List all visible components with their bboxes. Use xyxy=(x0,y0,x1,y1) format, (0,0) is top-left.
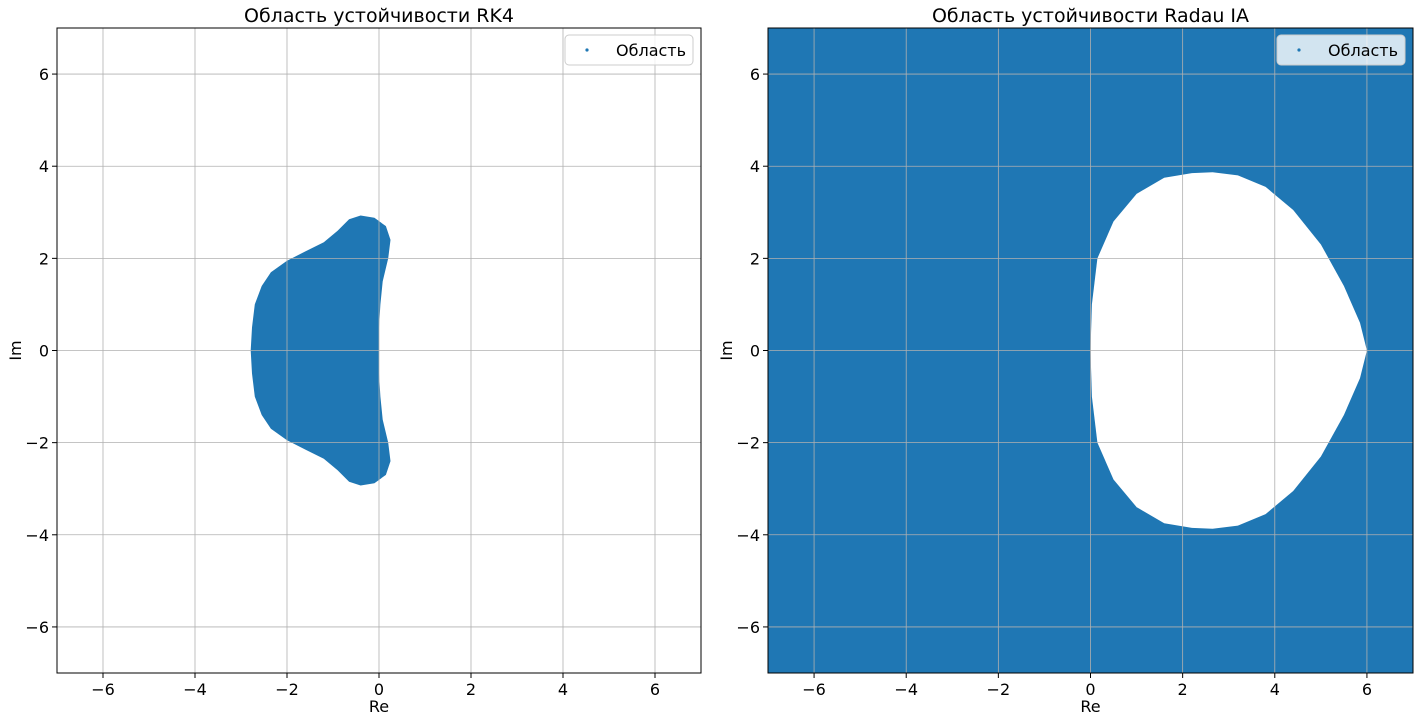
x-tick-label: 0 xyxy=(374,680,384,699)
x-tick-label: 2 xyxy=(1178,680,1188,699)
legend-marker xyxy=(585,48,589,52)
x-tick-label: 4 xyxy=(558,680,568,699)
y-tick-label: 0 xyxy=(750,342,760,361)
legend: Область xyxy=(1276,34,1406,66)
chart-rk4: −6 −4 −2 0 2 4 6 −6 −4 −2 0 2 4 6 Область устойчивости… xyxy=(6,5,702,716)
x-tick-label: −6 xyxy=(91,680,115,699)
y-tick-label: −2 xyxy=(25,434,49,453)
chart-radau-ia: −6 −4 −2 0 2 4 6 −6 −4 −2 0 2 4 6 Область устойчивости… xyxy=(717,5,1414,716)
x-axis-label: Re xyxy=(369,697,389,716)
x-tick-label: 4 xyxy=(1270,680,1280,699)
y-tick-label: 6 xyxy=(39,65,49,84)
legend-label: Область xyxy=(616,41,686,60)
y-tick-label: −6 xyxy=(25,618,49,637)
y-tick-label: 4 xyxy=(750,157,760,176)
y-tick-label: −4 xyxy=(25,526,49,545)
y-tick-label: 0 xyxy=(39,342,49,361)
x-tick-label: −6 xyxy=(802,680,826,699)
y-tick-label: −6 xyxy=(736,618,760,637)
y-axis-label: Im xyxy=(6,340,25,360)
legend-marker xyxy=(1297,48,1301,52)
legend: Область xyxy=(564,34,694,66)
y-tick-label: 2 xyxy=(39,249,49,268)
x-tick-label: 2 xyxy=(466,680,476,699)
chart-title: Область устойчивости RK4 xyxy=(244,5,514,27)
x-tick-label: −4 xyxy=(894,680,918,699)
chart-title: Область устойчивости Radau IA xyxy=(932,5,1249,27)
legend-label: Область xyxy=(1328,41,1398,60)
x-tick-label: −4 xyxy=(183,680,207,699)
y-axis-label: Im xyxy=(717,340,736,360)
y-tick-label: −4 xyxy=(736,526,760,545)
y-tick-label: −2 xyxy=(736,434,760,453)
legend-box xyxy=(1276,34,1406,66)
y-tick-label: 4 xyxy=(39,157,49,176)
x-tick-label: 0 xyxy=(1085,680,1095,699)
x-tick-label: 6 xyxy=(650,680,660,699)
y-tick-label: 6 xyxy=(750,65,760,84)
x-tick-label: −2 xyxy=(987,680,1011,699)
y-tick-label: 2 xyxy=(750,249,760,268)
x-tick-label: −2 xyxy=(275,680,299,699)
legend-box xyxy=(564,34,694,66)
x-axis-label: Re xyxy=(1080,697,1100,716)
x-tick-label: 6 xyxy=(1362,680,1372,699)
